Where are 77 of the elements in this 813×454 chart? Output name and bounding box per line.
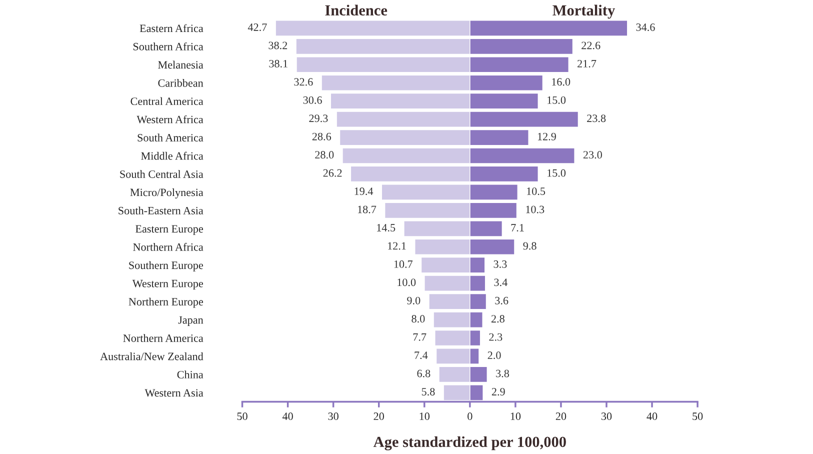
- data-label: 2.9: [492, 388, 505, 396]
- data-label: 38.2: [268, 42, 288, 50]
- x-tick-label: 50: [237, 412, 248, 420]
- x-tick-label: 20: [374, 412, 384, 420]
- y-tick-label: Middle Africa: [141, 152, 204, 160]
- data-label: 28.0: [315, 151, 334, 159]
- y-tick-label: China: [177, 370, 204, 378]
- data-label: 10.3: [526, 206, 544, 214]
- data-label: 8.0: [412, 315, 425, 323]
- x-tick-label: 40: [646, 412, 658, 420]
- data-label: 38.1: [269, 60, 288, 68]
- y-tick-label: Northern America: [123, 334, 204, 342]
- data-label: 2.0: [488, 352, 501, 360]
- data-label: 10.7: [394, 260, 413, 268]
- data-label: 22.6: [582, 42, 600, 50]
- x-tick-label: 30: [601, 412, 612, 420]
- y-tick-label: Northern Africa: [133, 242, 204, 251]
- y-tick-label: Australia/New Zealand: [100, 352, 204, 360]
- data-label: 29.3: [309, 114, 328, 122]
- y-tick-label: Western Europe: [132, 280, 203, 290]
- data-label: 14.5: [377, 224, 396, 232]
- data-label: 3.6: [495, 296, 508, 304]
- y-tick-label: Western Asia: [144, 389, 204, 397]
- data-label: 2.8: [491, 315, 504, 323]
- data-label: 7.4: [414, 352, 428, 360]
- y-tick-label: Western Africa: [136, 115, 204, 124]
- data-label: 32.6: [294, 78, 313, 86]
- data-label: 2.3: [489, 333, 502, 341]
- x-tick-label: 50: [692, 412, 703, 420]
- data-label: 21.7: [578, 60, 596, 68]
- y-tick-label: Micro/Polynesia: [130, 188, 204, 198]
- data-label: 16.0: [552, 78, 570, 86]
- data-label: 12.1: [388, 242, 406, 250]
- y-tick-label: Central America: [130, 97, 204, 106]
- data-label: 15.0: [548, 169, 566, 177]
- x-tick-label: 10: [510, 412, 521, 420]
- y-tick-label: Eastern Europe: [136, 225, 203, 235]
- data-label: 5.8: [422, 388, 435, 396]
- data-label: 6.8: [417, 370, 430, 378]
- data-label: 34.6: [636, 24, 655, 32]
- data-label: 7.7: [413, 333, 426, 341]
- x-tick-label: 0: [468, 412, 472, 420]
- x-tick-label: 30: [328, 412, 338, 420]
- x-axis-title: Age standardized per 100,000: [373, 436, 566, 450]
- y-tick-label: South-Eastern Asia: [118, 206, 204, 214]
- x-tick-label: 20: [556, 412, 566, 420]
- y-tick-label: Northern Europe: [128, 298, 203, 308]
- data-label: 42.7: [248, 24, 267, 32]
- data-label: 7.1: [511, 224, 524, 232]
- x-tick-label: 40: [282, 412, 293, 420]
- chart-title: Mortality: [552, 4, 615, 19]
- data-label: 12.9: [538, 132, 556, 140]
- data-label: 3.3: [494, 260, 507, 268]
- data-label: 23.8: [587, 114, 606, 122]
- y-tick-label: Caribbean: [158, 79, 204, 87]
- chart-title: Incidence: [325, 4, 388, 16]
- y-tick-label: Melanesia: [158, 60, 204, 69]
- x-tick-label: 10: [420, 412, 430, 420]
- data-label: 9.8: [523, 242, 536, 250]
- data-label: 26.2: [323, 169, 342, 177]
- data-label: 3.4: [494, 278, 508, 286]
- data-label: 23.0: [583, 151, 602, 159]
- y-tick-label: Eastern Africa: [140, 24, 204, 32]
- data-label: 15.0: [548, 96, 566, 104]
- y-tick-label: Southern Africa: [133, 42, 204, 50]
- data-label: 9.0: [407, 296, 420, 304]
- data-label: 18.7: [358, 206, 376, 214]
- data-label: 19.4: [354, 188, 374, 196]
- data-label: 3.8: [496, 370, 510, 378]
- data-label: 28.6: [312, 132, 332, 140]
- data-label: 10.5: [527, 187, 546, 196]
- data-label: 30.6: [303, 96, 322, 104]
- y-tick-label: Southern Europe: [129, 261, 203, 272]
- data-label: 10.0: [398, 278, 416, 286]
- y-tick-label: South America: [138, 134, 204, 142]
- y-tick-label: Japan: [178, 316, 204, 326]
- y-tick-label: South Central Asia: [120, 170, 204, 178]
